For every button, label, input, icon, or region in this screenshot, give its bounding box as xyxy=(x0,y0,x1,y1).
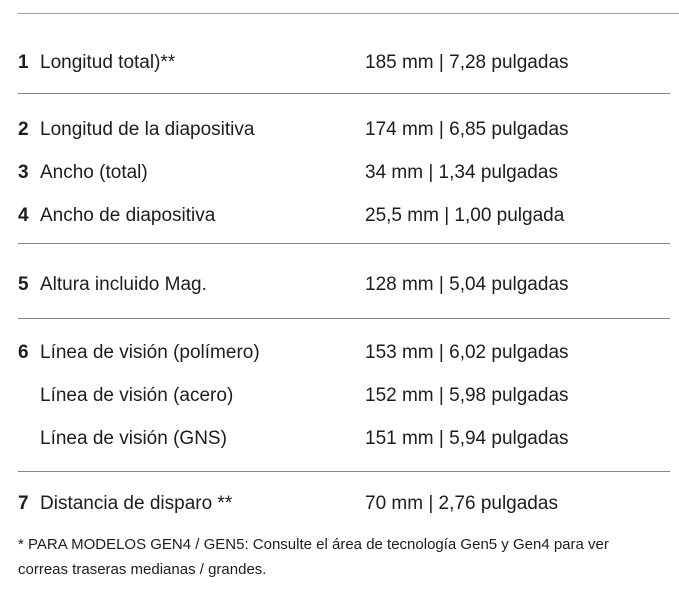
spec-row: 2 Longitud de la diapositiva 174 mm | 6,… xyxy=(18,117,670,143)
spec-number: 4 xyxy=(18,205,29,226)
divider xyxy=(18,13,679,14)
spec-row: 4 Ancho de diapositiva 25,5 mm | 1,00 pu… xyxy=(18,203,670,229)
spec-row: Línea de visión (GNS) 151 mm | 5,94 pulg… xyxy=(18,426,670,452)
footnote: * PARA MODELOS GEN4 / GEN5: Consulte el … xyxy=(18,532,673,582)
spec-number: 3 xyxy=(18,162,29,183)
spec-number: 7 xyxy=(18,493,29,514)
spec-label: Línea de visión (polímero) xyxy=(40,342,260,363)
spec-value: 128 mm | 5,04 pulgadas xyxy=(365,274,569,295)
footnote-line: * PARA MODELOS GEN4 / GEN5: Consulte el … xyxy=(18,536,609,553)
spec-section: 5 Altura incluido Mag. 128 mm | 5,04 pul… xyxy=(18,244,670,319)
spec-section: 7 Distancia de disparo ** 70 mm | 2,76 p… xyxy=(18,472,670,517)
spec-section: 2 Longitud de la diapositiva 174 mm | 6,… xyxy=(18,94,670,244)
spec-number: 1 xyxy=(18,52,29,73)
spec-number: 6 xyxy=(18,342,29,363)
spec-row: 5 Altura incluido Mag. 128 mm | 5,04 pul… xyxy=(18,272,670,298)
spec-label: Línea de visión (GNS) xyxy=(40,428,227,449)
spec-value: 152 mm | 5,98 pulgadas xyxy=(365,385,569,406)
spec-value: 25,5 mm | 1,00 pulgada xyxy=(365,205,565,226)
spec-value: 151 mm | 5,94 pulgadas xyxy=(365,428,569,449)
spec-value: 174 mm | 6,85 pulgadas xyxy=(365,119,569,140)
spec-section: 6 Línea de visión (polímero) 153 mm | 6,… xyxy=(18,319,670,472)
spec-row: 6 Línea de visión (polímero) 153 mm | 6,… xyxy=(18,340,670,366)
spec-label: Ancho de diapositiva xyxy=(40,205,216,226)
spec-value: 185 mm | 7,28 pulgadas xyxy=(365,52,569,73)
spec-value: 153 mm | 6,02 pulgadas xyxy=(365,342,569,363)
spec-number: 2 xyxy=(18,119,29,140)
spec-label: Longitud total)** xyxy=(40,52,176,73)
spec-value: 34 mm | 1,34 pulgadas xyxy=(365,162,558,183)
spec-label: Longitud de la diapositiva xyxy=(40,119,255,140)
spec-row: 1 Longitud total)** 185 mm | 7,28 pulgad… xyxy=(18,50,670,76)
spec-label: Línea de visión (acero) xyxy=(40,385,234,406)
spec-label: Altura incluido Mag. xyxy=(40,274,207,295)
footnote-line: correas traseras medianas / grandes. xyxy=(18,561,267,578)
spec-label: Distancia de disparo ** xyxy=(40,493,233,514)
spec-value: 70 mm | 2,76 pulgadas xyxy=(365,493,558,514)
spec-label: Ancho (total) xyxy=(40,162,148,183)
spec-row: 3 Ancho (total) 34 mm | 1,34 pulgadas xyxy=(18,160,670,186)
spec-row: Línea de visión (acero) 152 mm | 5,98 pu… xyxy=(18,383,670,409)
spec-row: 7 Distancia de disparo ** 70 mm | 2,76 p… xyxy=(18,491,670,517)
specifications-table: 1 Longitud total)** 185 mm | 7,28 pulgad… xyxy=(0,13,679,582)
spec-section: 1 Longitud total)** 185 mm | 7,28 pulgad… xyxy=(18,14,670,94)
spec-number: 5 xyxy=(18,274,29,295)
